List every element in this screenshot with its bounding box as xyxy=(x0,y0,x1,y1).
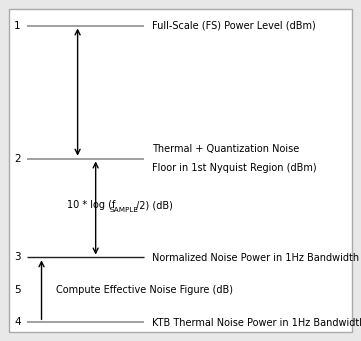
Text: Compute Effective Noise Figure (dB): Compute Effective Noise Figure (dB) xyxy=(56,285,233,295)
Text: Floor in 1st Nyquist Region (dBm): Floor in 1st Nyquist Region (dBm) xyxy=(152,163,316,173)
FancyBboxPatch shape xyxy=(9,9,352,332)
Text: /2) (dB): /2) (dB) xyxy=(136,200,173,210)
Text: Thermal + Quantization Noise: Thermal + Quantization Noise xyxy=(152,144,299,154)
Text: Full-Scale (FS) Power Level (dBm): Full-Scale (FS) Power Level (dBm) xyxy=(152,20,316,31)
Text: 5: 5 xyxy=(14,285,21,295)
Text: 2: 2 xyxy=(14,153,21,164)
Text: 1: 1 xyxy=(14,20,21,31)
Text: 4: 4 xyxy=(14,317,21,327)
Text: SAMPLE: SAMPLE xyxy=(109,207,138,213)
Text: 10 * log (f: 10 * log (f xyxy=(67,200,115,210)
Text: KTB Thermal Noise Power in 1Hz Bandwidth (dBm): KTB Thermal Noise Power in 1Hz Bandwidth… xyxy=(152,317,361,327)
Text: 3: 3 xyxy=(14,252,21,263)
Text: Normalized Noise Power in 1Hz Bandwidth (dBm): Normalized Noise Power in 1Hz Bandwidth … xyxy=(152,252,361,263)
